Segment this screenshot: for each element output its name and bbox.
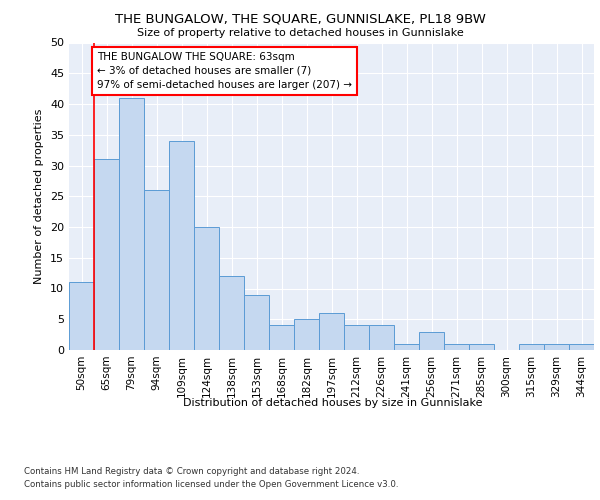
Text: Contains public sector information licensed under the Open Government Licence v3: Contains public sector information licen… — [24, 480, 398, 489]
Bar — [194, 227, 219, 350]
Text: THE BUNGALOW, THE SQUARE, GUNNISLAKE, PL18 9BW: THE BUNGALOW, THE SQUARE, GUNNISLAKE, PL… — [115, 12, 485, 26]
Bar — [69, 282, 94, 350]
Y-axis label: Number of detached properties: Number of detached properties — [34, 108, 44, 284]
Text: THE BUNGALOW THE SQUARE: 63sqm
← 3% of detached houses are smaller (7)
97% of se: THE BUNGALOW THE SQUARE: 63sqm ← 3% of d… — [97, 52, 352, 90]
Text: Size of property relative to detached houses in Gunnislake: Size of property relative to detached ho… — [137, 28, 463, 38]
Bar — [344, 326, 369, 350]
Bar — [244, 294, 269, 350]
Bar — [369, 326, 394, 350]
Bar — [144, 190, 169, 350]
Bar — [94, 160, 119, 350]
Text: Distribution of detached houses by size in Gunnislake: Distribution of detached houses by size … — [183, 398, 483, 407]
Bar — [169, 141, 194, 350]
Bar — [319, 313, 344, 350]
Bar — [519, 344, 544, 350]
Text: Contains HM Land Registry data © Crown copyright and database right 2024.: Contains HM Land Registry data © Crown c… — [24, 468, 359, 476]
Bar — [394, 344, 419, 350]
Bar — [444, 344, 469, 350]
Bar — [119, 98, 144, 350]
Bar — [569, 344, 594, 350]
Bar — [419, 332, 444, 350]
Bar — [469, 344, 494, 350]
Bar — [269, 326, 294, 350]
Bar — [294, 320, 319, 350]
Bar — [544, 344, 569, 350]
Bar — [219, 276, 244, 350]
